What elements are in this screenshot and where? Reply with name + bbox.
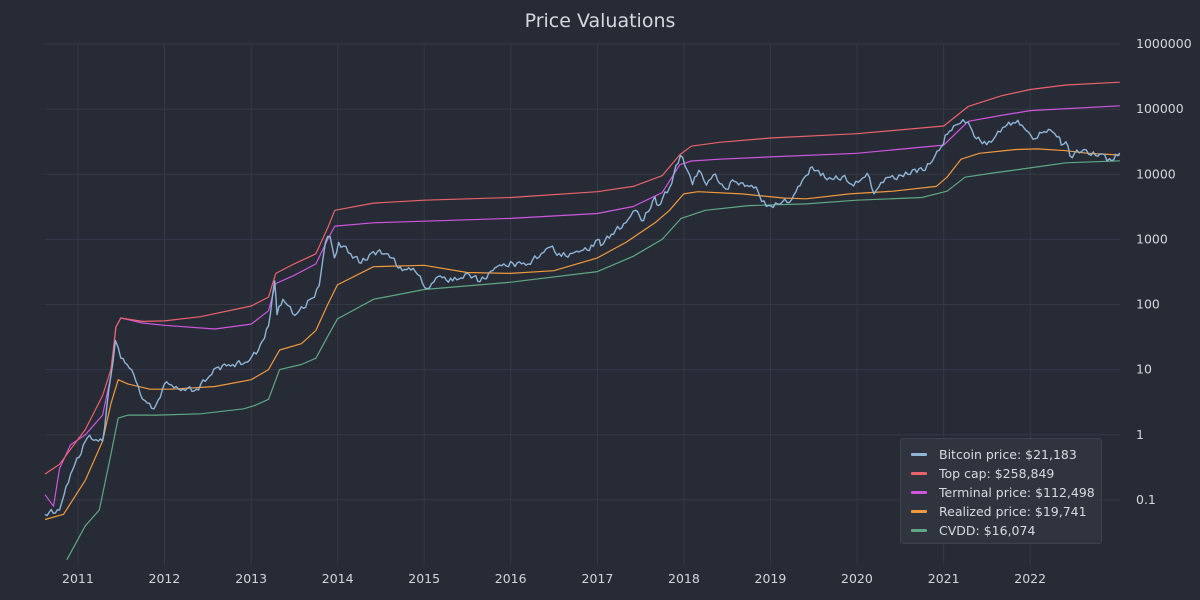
legend-item-bitcoin-price[interactable]: Bitcoin price: $21,183 (911, 445, 1091, 464)
legend-item-cvdd[interactable]: CVDD: $16,074 (911, 521, 1091, 540)
series-line-bitcoin-price (44, 119, 1121, 517)
series-layer (44, 81, 1121, 561)
legend-label-bitcoin-price: Bitcoin price: $21,183 (939, 447, 1077, 462)
x-tick-label: 2017 (582, 571, 614, 586)
chart-title: Price Valuations (524, 10, 676, 32)
y-axis-ticks: 0.1 1 10 100 1000 10000 100000 1000000 (1136, 36, 1192, 507)
x-tick-label: 2019 (755, 571, 787, 586)
y-tick-label: 100000 (1136, 101, 1184, 116)
series-line-cvdd (66, 160, 1120, 561)
x-tick-label: 2014 (322, 571, 354, 586)
legend-swatch-top-cap (911, 472, 927, 475)
legend-label-terminal-price: Terminal price: $112,498 (939, 485, 1095, 500)
x-tick-label: 2018 (668, 571, 700, 586)
series-line-realized-price (44, 148, 1120, 521)
x-tick-label: 2013 (235, 571, 267, 586)
grid-lines (45, 43, 1120, 565)
x-tick-label: 2020 (841, 571, 873, 586)
legend-item-realized-price[interactable]: Realized price: $19,741 (911, 502, 1091, 521)
legend-item-terminal-price[interactable]: Terminal price: $112,498 (911, 483, 1095, 502)
y-tick-label: 1000000 (1136, 36, 1192, 51)
y-tick-label: 0.1 (1136, 492, 1156, 507)
y-tick-label: 1000 (1136, 231, 1168, 246)
y-tick-label: 10 (1136, 362, 1152, 377)
x-tick-label: 2011 (62, 571, 94, 586)
y-tick-label: 1 (1136, 427, 1144, 442)
y-tick-label: 10000 (1136, 166, 1176, 181)
legend-swatch-cvdd (911, 529, 927, 532)
legend-item-top-cap[interactable]: Top cap: $258,849 (911, 464, 1091, 483)
x-axis-ticks: 2011 2012 2013 2014 2015 2016 2017 2018 2019 2020… (62, 571, 1046, 586)
x-tick-label: 2012 (149, 571, 181, 586)
legend: Bitcoin price: $21,183 Top cap: $258,849… (900, 438, 1102, 544)
x-tick-label: 2016 (495, 571, 527, 586)
series-line-terminal-price (44, 105, 1120, 507)
legend-swatch-realized-price (911, 510, 927, 513)
legend-label-cvdd: CVDD: $16,074 (939, 523, 1036, 538)
legend-label-top-cap: Top cap: $258,849 (939, 466, 1055, 481)
legend-label-realized-price: Realized price: $19,741 (939, 504, 1087, 519)
y-tick-label: 100 (1136, 297, 1160, 312)
series-line-top-cap (44, 81, 1120, 475)
legend-swatch-terminal-price (911, 491, 927, 494)
x-tick-label: 2021 (928, 571, 960, 586)
x-tick-label: 2022 (1014, 571, 1046, 586)
x-tick-label: 2015 (408, 571, 440, 586)
legend-swatch-bitcoin-price (911, 453, 927, 456)
